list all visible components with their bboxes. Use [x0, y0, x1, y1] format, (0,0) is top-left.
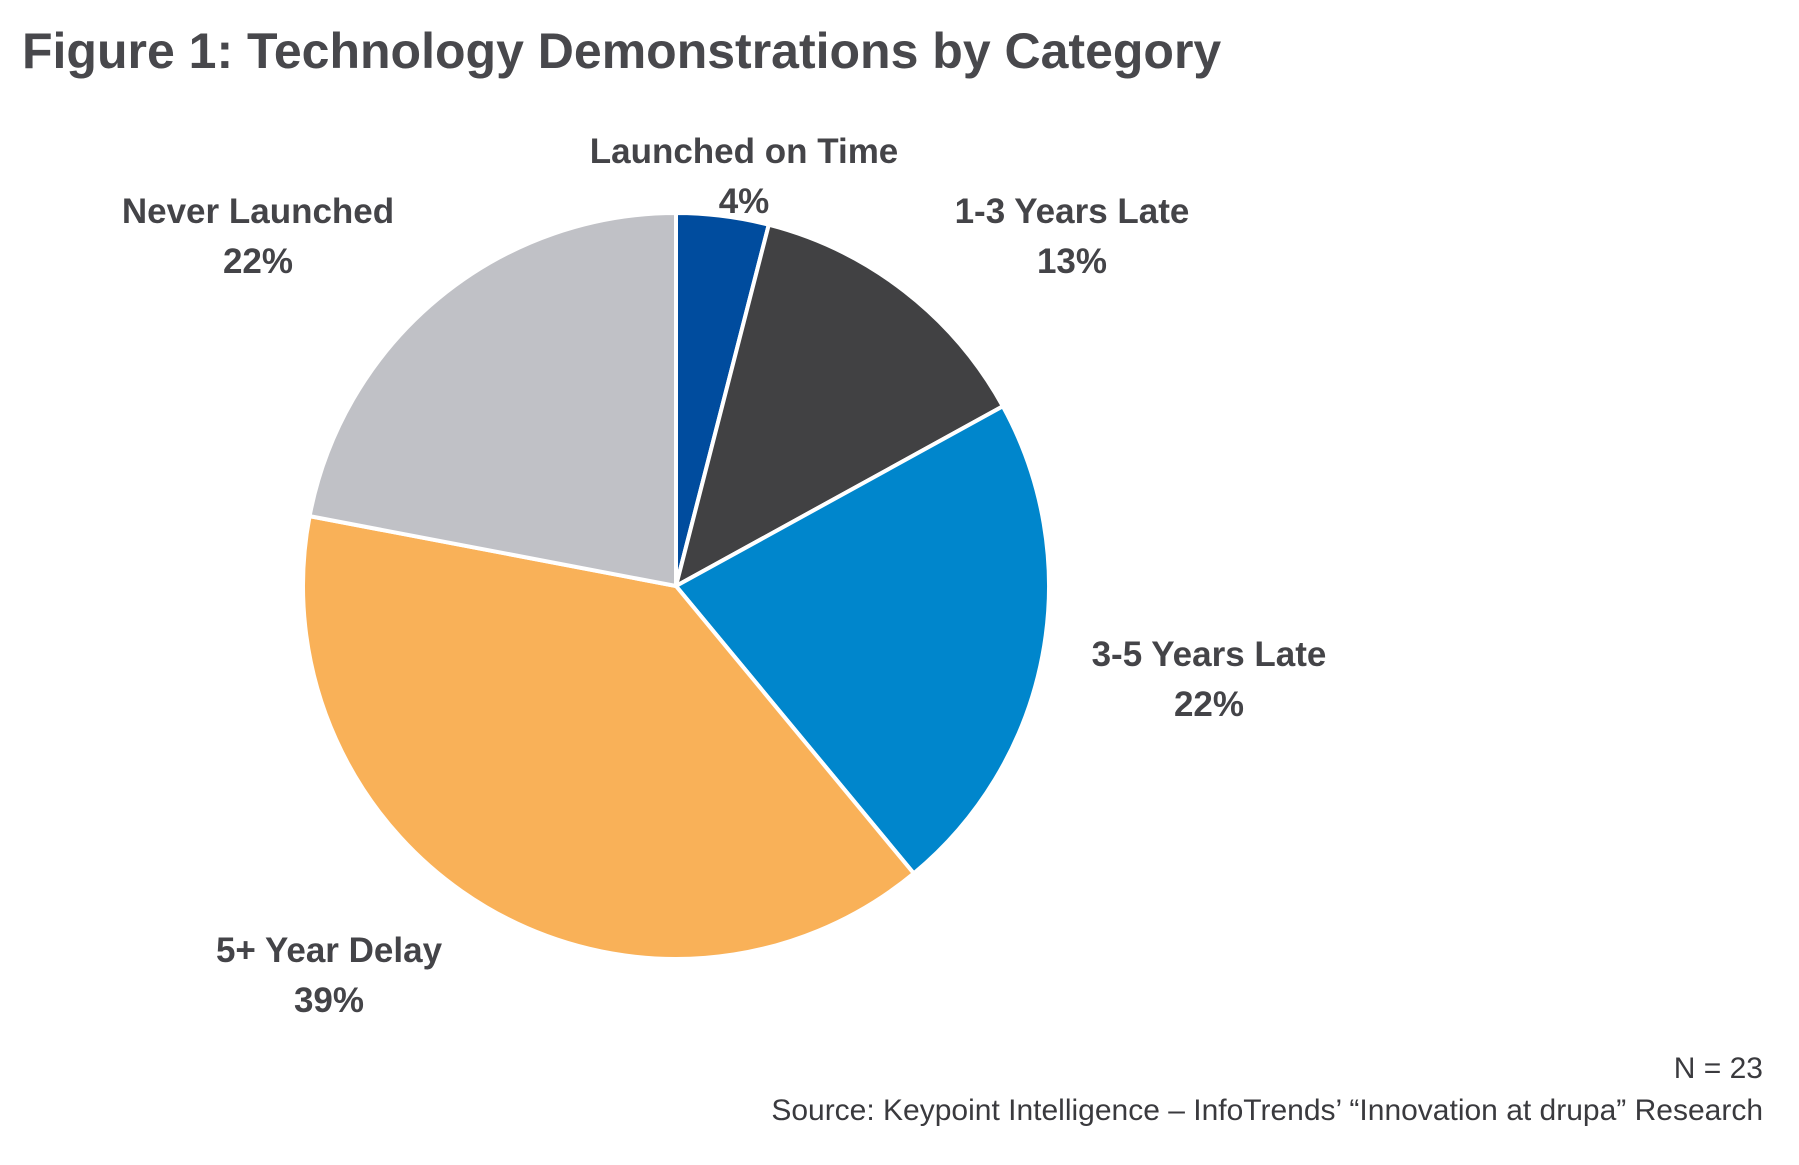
slice-value-label: 4%: [719, 182, 770, 221]
slice-label-never-launched: Never Launched 22%: [122, 192, 394, 281]
pie-slice-5-year-delay: [301, 514, 916, 961]
slice-label-launched-on-time: Launched on Time 4%: [590, 132, 899, 221]
slice-category-label: Never Launched: [122, 192, 394, 231]
pie-labels: Launched on Time 4% 1-3 Years Late 13% 3-5 Y…: [122, 132, 1327, 1020]
pie-slice-3-5-years-late: [674, 404, 1051, 876]
slice-label-3-5-years-late: 3-5 Years Late 22%: [1092, 635, 1327, 724]
slice-label-1-3-years-late: 1-3 Years Late 13%: [955, 192, 1190, 281]
pie-slice-never-launched: [307, 211, 678, 588]
slice-value-label: 13%: [1037, 242, 1107, 281]
slice-value-label: 22%: [223, 242, 293, 281]
slice-category-label: 3-5 Years Late: [1092, 635, 1327, 674]
chart-title: Figure 1: Technology Demonstrations by C…: [22, 23, 1222, 79]
pie-slice-1-3-years-late: [674, 222, 1005, 588]
slice-category-label: 5+ Year Delay: [216, 931, 443, 970]
slice-category-label: Launched on Time: [590, 132, 899, 171]
slice-category-label: 1-3 Years Late: [955, 192, 1190, 231]
sample-size-note: N = 23: [1673, 1052, 1763, 1085]
slice-value-label: 22%: [1174, 685, 1244, 724]
source-note: Source: Keypoint Intelligence – InfoTren…: [771, 1094, 1763, 1127]
slice-label-5-year-delay: 5+ Year Delay 39%: [216, 931, 443, 1020]
slice-value-label: 39%: [294, 981, 364, 1020]
pie-slices: [301, 211, 1051, 961]
